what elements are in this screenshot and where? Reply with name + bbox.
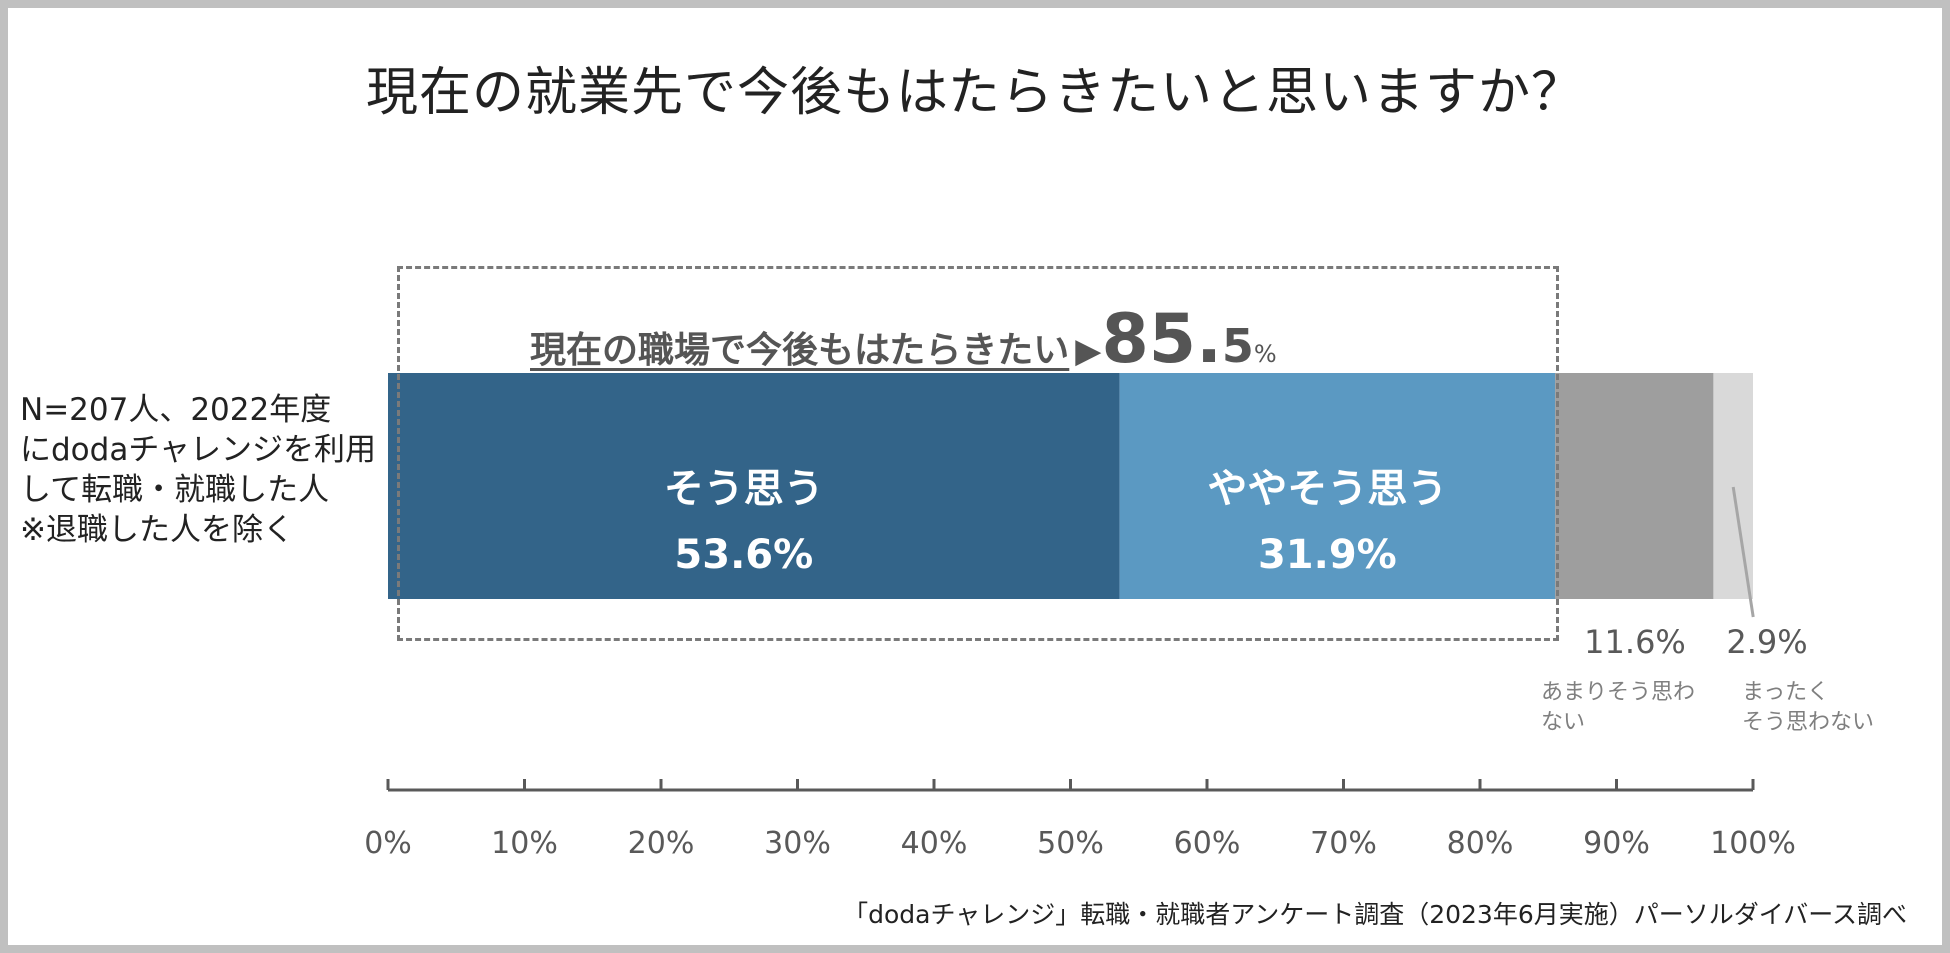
x-axis-tick-label: 50%	[1037, 826, 1104, 861]
x-axis-tick-label: 30%	[764, 826, 831, 861]
segment-value-label: 53.6%	[674, 532, 813, 578]
x-axis-tick-label: 80%	[1447, 826, 1514, 861]
x-axis-tick-label: 0%	[364, 826, 412, 861]
leader-line	[1731, 486, 1755, 618]
segment-value-label: 31.9%	[1258, 532, 1397, 578]
segment-value-label: 11.6%	[1584, 623, 1686, 661]
agree-total-label: 現在の職場で今後もはたらきたい	[530, 330, 1070, 371]
sample-note-line: にdodaチャレンジを利用	[20, 432, 377, 468]
bar-segment-4	[1713, 373, 1753, 599]
sample-note-line: ※退職した人を除く	[20, 512, 294, 548]
agree-total-unit: %	[1253, 340, 1277, 368]
x-axis-tick-label: 90%	[1583, 826, 1650, 861]
agree-total-value-dec: 5	[1221, 319, 1254, 373]
bar-segment-3	[1555, 373, 1714, 599]
chart-title: 現在の就業先で今後もはたらきたいと思いますか？	[366, 63, 1584, 123]
segment-category-label: そう思う	[664, 466, 824, 512]
x-axis-tick-label: 10%	[491, 826, 558, 861]
agree-total-callout: 現在の職場で今後もはたらきたい ▶85.5%	[530, 300, 1277, 379]
sample-note: N=207人、2022年度 にdodaチャレンジを利用 して転職・就職した人 ※…	[20, 390, 390, 550]
segment-category-label: あまりそう思わ	[1541, 680, 1695, 705]
agree-total-value-int: 85.	[1101, 300, 1222, 379]
segment-category-label: ややそう思う	[1207, 466, 1447, 512]
source-note: 「dodaチャレンジ」転職・就職者アンケート調査（2023年6月実施）パーソルダ…	[843, 900, 1907, 929]
triangle-arrow-icon: ▶	[1075, 331, 1102, 371]
segment-category-label: まったく	[1742, 680, 1829, 705]
bar-segment-2	[1119, 373, 1556, 599]
sample-note-line: N=207人、2022年度	[20, 392, 332, 428]
x-axis-tick-label: 100%	[1710, 826, 1796, 861]
segment-category-label: そう思わない	[1742, 710, 1874, 735]
segment-category-label: ない	[1541, 710, 1585, 735]
segment-value-label: 2.9%	[1726, 623, 1807, 661]
bar-segment-1	[388, 373, 1120, 599]
x-axis-tick-label: 40%	[901, 826, 968, 861]
x-axis-tick-label: 60%	[1174, 826, 1241, 861]
agree-total-outline	[397, 266, 1559, 641]
x-axis-tick-label: 70%	[1310, 826, 1377, 861]
x-axis-tick-label: 20%	[628, 826, 695, 861]
sample-note-line: して転職・就職した人	[20, 472, 330, 508]
